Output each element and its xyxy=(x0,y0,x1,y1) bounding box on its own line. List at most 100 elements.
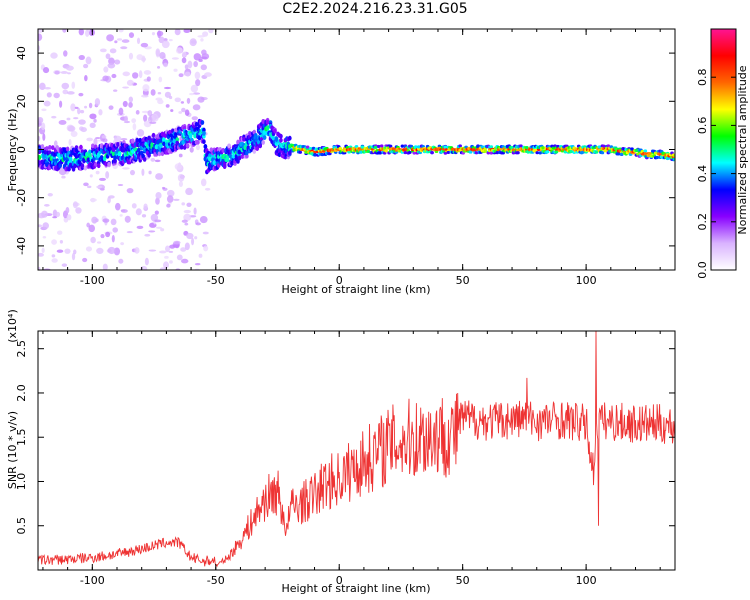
heatmap-cell xyxy=(258,143,263,149)
heatmap-cell xyxy=(155,192,162,199)
heatmap-cell xyxy=(40,144,45,149)
heatmap-cell xyxy=(107,161,111,167)
heatmap-cell xyxy=(113,89,118,92)
heatmap-cell xyxy=(78,29,85,36)
heatmap-cell xyxy=(85,151,89,157)
heatmap-cell xyxy=(274,137,279,142)
heatmap-cell xyxy=(181,57,187,64)
colorbar-ticks: 0.0 0.2 0.4 0.6 0.8 xyxy=(696,68,736,279)
heatmap-cell xyxy=(237,155,242,161)
heatmap-cell xyxy=(181,139,185,145)
heatmap-cell xyxy=(616,152,621,156)
heatmap-cell xyxy=(142,156,147,162)
heatmap-cell xyxy=(480,145,485,149)
heatmap-cell xyxy=(111,151,116,157)
heatmap-cell xyxy=(313,153,317,157)
heatmap-cell xyxy=(177,173,185,182)
heatmap-cell xyxy=(147,152,151,158)
spectrogram-xtick-label: 100 xyxy=(576,274,597,287)
colorbar-label: Normalized spectral amplitude xyxy=(736,65,749,234)
heatmap-cell xyxy=(105,53,111,60)
heatmap-cell xyxy=(117,152,122,157)
spectrogram-xtick-label: 0 xyxy=(336,274,343,287)
heatmap-cell xyxy=(122,86,129,89)
heatmap-cell xyxy=(41,210,48,218)
snr-ylabel: SNR (10 * v/v) xyxy=(6,411,19,489)
heatmap-cell xyxy=(168,250,174,253)
heatmap-cell xyxy=(169,244,176,249)
heatmap-cell xyxy=(38,252,44,257)
heatmap-cell xyxy=(94,98,101,106)
heatmap-cell xyxy=(192,92,201,95)
snr-axes: -100 -50 0 50 100 0.5 1.0 1.5 2.0 2.5 xyxy=(15,331,675,587)
heatmap-cell xyxy=(175,47,183,54)
heatmap-cell xyxy=(279,133,283,139)
heatmap-cell xyxy=(166,189,175,197)
heatmap-cell xyxy=(174,163,182,170)
heatmap-cell xyxy=(136,129,145,137)
heatmap-cell xyxy=(44,86,51,90)
heatmap-cell xyxy=(80,163,85,169)
heatmap-cell xyxy=(183,213,192,222)
heatmap-cell xyxy=(154,159,161,163)
snr-panel: -100 -50 0 50 100 0.5 1.0 1.5 2.0 2.5 Height of s… xyxy=(6,309,676,595)
heatmap-cell xyxy=(200,56,208,60)
heatmap-cell xyxy=(184,64,189,70)
heatmap-cell xyxy=(89,122,96,129)
heatmap-cell xyxy=(178,73,184,78)
heatmap-cell xyxy=(89,174,93,178)
heatmap-cell xyxy=(203,144,208,149)
heatmap-cell xyxy=(168,95,173,100)
heatmap-cell xyxy=(52,216,58,219)
heatmap-cell xyxy=(155,226,163,229)
heatmap-cell xyxy=(85,246,93,252)
heatmap-cell xyxy=(126,231,133,234)
heatmap-cell xyxy=(132,72,139,79)
heatmap-cell xyxy=(141,214,147,218)
heatmap-cell xyxy=(163,86,172,90)
heatmap-cell xyxy=(63,50,68,57)
figure-title: C2E2.2024.216.23.31.G05 xyxy=(282,1,468,17)
heatmap-cell xyxy=(474,151,479,155)
heatmap-cell xyxy=(116,38,123,41)
heatmap-cell xyxy=(221,148,225,153)
heatmap-cell xyxy=(38,116,44,124)
heatmap-cell xyxy=(70,130,78,138)
snr-series-line xyxy=(38,331,675,568)
heatmap-cell xyxy=(124,215,131,223)
heatmap-cell xyxy=(38,33,43,41)
heatmap-cell xyxy=(255,146,260,151)
spectrogram-xtick-label: -50 xyxy=(207,274,225,287)
heatmap-cell xyxy=(138,70,143,79)
heatmap-cell xyxy=(66,91,75,95)
heatmap-cell xyxy=(195,222,201,226)
heatmap-cell xyxy=(117,183,124,187)
heatmap-cell xyxy=(70,103,76,112)
heatmap-cell xyxy=(135,137,140,143)
snr-ytick-label: 1.0 xyxy=(15,473,28,491)
heatmap-cell xyxy=(261,140,265,145)
heatmap-cell xyxy=(202,231,209,235)
heatmap-cell xyxy=(189,147,194,153)
heatmap-cell xyxy=(545,150,550,154)
heatmap-cell xyxy=(80,127,87,133)
heatmap-cell xyxy=(277,152,282,158)
heatmap-cell xyxy=(71,81,76,89)
heatmap-cell xyxy=(142,55,146,63)
heatmap-cell xyxy=(80,109,85,114)
heatmap-cell xyxy=(403,150,408,155)
heatmap-cell xyxy=(643,152,648,156)
heatmap-cell xyxy=(198,58,203,62)
heatmap-cell xyxy=(525,146,529,150)
heatmap-cell xyxy=(121,39,130,43)
heatmap-cell xyxy=(183,209,191,214)
heatmap-cell xyxy=(39,82,46,91)
heatmap-cell xyxy=(208,156,212,162)
heatmap-cell xyxy=(120,46,128,50)
colorbar: 0.0 0.2 0.4 0.6 0.8 Normalized spectral ampl… xyxy=(696,28,749,279)
heatmap-cell xyxy=(150,157,156,162)
snr-ytick-label: 0.5 xyxy=(15,517,28,535)
heatmap-cell xyxy=(109,48,117,54)
heatmap-cell xyxy=(38,224,43,228)
